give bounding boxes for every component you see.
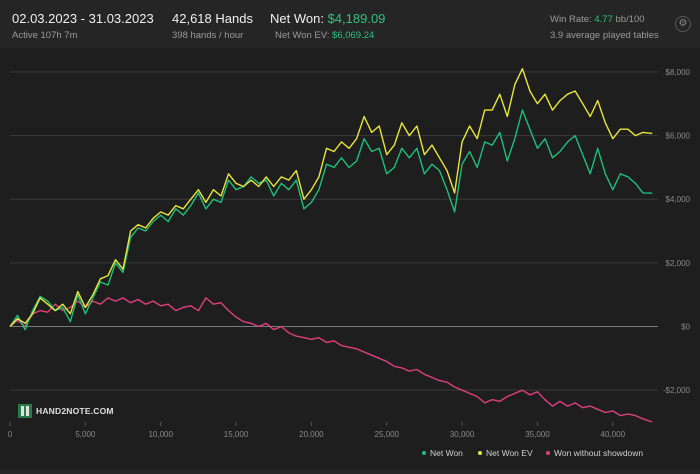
x-tick-label: 0: [8, 430, 13, 439]
win-rate-unit: bb/100: [615, 14, 645, 25]
hands-count: 42,618 Hands: [172, 11, 253, 26]
hand2note-logo: HAND2NOTE.COM: [18, 404, 114, 418]
legend-label[interactable]: Net Won EV: [486, 448, 533, 458]
gear-icon[interactable]: ⚙: [675, 16, 691, 32]
net-won-value: $4,189.09: [327, 11, 386, 26]
net-won-ev-label: Net Won EV:: [275, 30, 330, 41]
stats-header: 02.03.2023 - 31.03.2023 Active 107h 7m 4…: [0, 0, 700, 46]
active-time: Active 107h 7m: [12, 30, 78, 41]
series-lines: [9, 68, 653, 423]
legend-marker: [478, 451, 482, 455]
grid-lines: [9, 71, 658, 426]
x-tick-label: 10,000: [148, 430, 173, 439]
x-tick-label: 30,000: [450, 430, 475, 439]
legend-marker: [546, 451, 550, 455]
net-won: Net Won: $4,189.09: [270, 11, 385, 26]
legend-marker: [422, 451, 426, 455]
series-line-net-won: [9, 109, 653, 331]
x-tick-label: 35,000: [525, 430, 550, 439]
x-tick-label: 15,000: [224, 430, 249, 439]
legend-label[interactable]: Net Won: [430, 448, 463, 458]
chart-area: $8,000 $6,000 $4,000 $2,000 $0 -$2,000 0 5,000…: [0, 48, 700, 469]
average-tables: 3.9 average played tables: [550, 30, 659, 41]
x-tick-label: 40,000: [601, 430, 626, 439]
legend-label[interactable]: Won without showdown: [554, 448, 643, 458]
y-tick-label: $2,000: [666, 259, 691, 268]
net-won-graph: $8,000 $6,000 $4,000 $2,000 $0 -$2,000 0 5,000…: [8, 68, 691, 458]
x-tick-label: 5,000: [75, 430, 96, 439]
win-rate-label: Win Rate:: [550, 14, 592, 25]
x-tick-label: 20,000: [299, 430, 324, 439]
net-won-label: Net Won:: [270, 11, 324, 26]
logo-icon: [18, 404, 32, 418]
y-tick-label: -$2,000: [663, 386, 691, 395]
win-rate-value: 4.77: [594, 14, 613, 25]
legend: Net Won Net Won EV Won without showdown: [422, 448, 643, 458]
date-range[interactable]: 02.03.2023 - 31.03.2023: [12, 11, 154, 26]
y-tick-label: $4,000: [666, 195, 691, 204]
y-tick-label: $0: [681, 323, 690, 332]
hands-per-hour: 398 hands / hour: [172, 30, 244, 41]
y-tick-labels: $8,000 $6,000 $4,000 $2,000 $0 -$2,000: [663, 68, 691, 395]
net-won-ev-value: $6,069.24: [332, 30, 375, 41]
x-tick-labels: 0 5,000 10,000 15,000 20,000 25,000 30,000 35,0…: [8, 430, 626, 439]
y-tick-label: $6,000: [666, 132, 691, 141]
y-tick-label: $8,000: [666, 68, 691, 77]
series-line-net-won-ev: [9, 68, 653, 327]
net-won-ev: Net Won EV: $6,069.24: [275, 30, 374, 41]
logo-text: HAND2NOTE.COM: [36, 406, 114, 416]
x-tick-label: 25,000: [375, 430, 400, 439]
series-line-won-without-showdown: [9, 297, 653, 423]
win-rate: Win Rate: 4.77 bb/100: [550, 14, 645, 25]
